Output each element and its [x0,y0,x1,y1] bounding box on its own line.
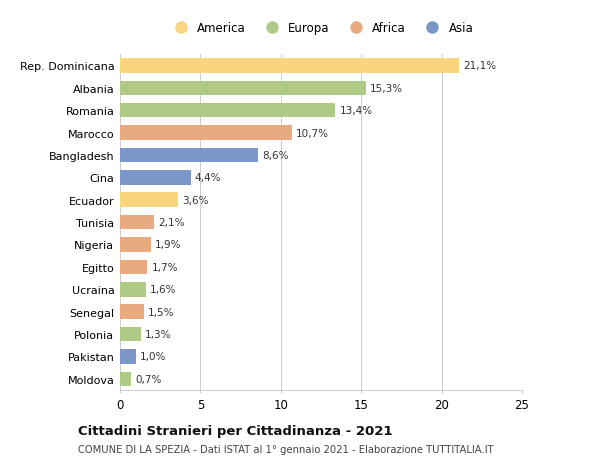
Bar [120,148,258,163]
Text: 10,7%: 10,7% [296,128,329,138]
Text: 4,4%: 4,4% [195,173,221,183]
Text: 1,3%: 1,3% [145,329,172,339]
Text: 1,0%: 1,0% [140,352,166,362]
Text: 3,6%: 3,6% [182,195,208,205]
Bar [120,305,144,319]
Bar [120,171,191,185]
Bar [120,126,292,140]
Text: 2,1%: 2,1% [158,218,184,228]
Text: COMUNE DI LA SPEZIA - Dati ISTAT al 1° gennaio 2021 - Elaborazione TUTTITALIA.IT: COMUNE DI LA SPEZIA - Dati ISTAT al 1° g… [78,444,494,454]
Bar [120,260,148,274]
Text: 13,4%: 13,4% [340,106,373,116]
Bar [120,215,154,230]
Bar [120,282,146,297]
Text: Cittadini Stranieri per Cittadinanza - 2021: Cittadini Stranieri per Cittadinanza - 2… [78,425,392,437]
Legend: America, Europa, Africa, Asia: America, Europa, Africa, Asia [169,22,473,35]
Text: 0,7%: 0,7% [135,374,161,384]
Bar [120,59,459,73]
Bar [120,349,136,364]
Bar [120,238,151,252]
Text: 1,9%: 1,9% [155,240,181,250]
Bar [120,104,335,118]
Text: 15,3%: 15,3% [370,84,403,94]
Text: 8,6%: 8,6% [262,151,289,161]
Bar [120,327,141,341]
Bar [120,81,366,96]
Text: 21,1%: 21,1% [463,61,496,71]
Bar [120,372,131,386]
Bar [120,193,178,207]
Text: 1,7%: 1,7% [151,262,178,272]
Text: 1,6%: 1,6% [150,285,176,295]
Text: 1,5%: 1,5% [148,307,175,317]
